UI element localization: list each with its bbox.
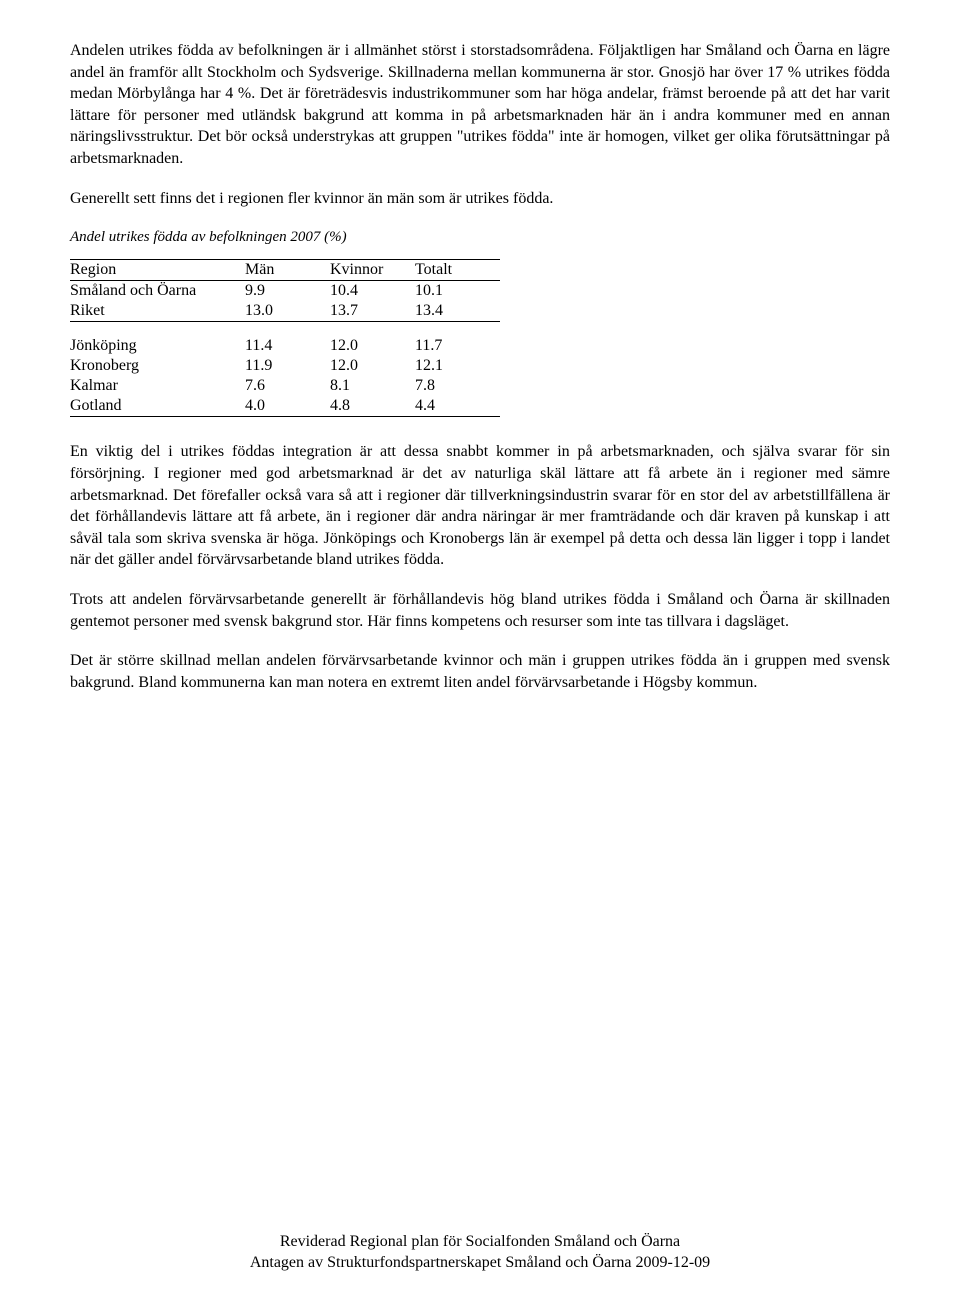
cell-men: 4.0 xyxy=(245,396,330,417)
footer-line-2: Antagen av Strukturfondspartnerskapet Sm… xyxy=(0,1253,960,1274)
table-row: Kalmar 7.6 8.1 7.8 xyxy=(70,376,500,396)
page-container: Andelen utrikes födda av befolkningen är… xyxy=(0,0,960,1302)
cell-total: 4.4 xyxy=(415,396,500,417)
cell-region: Gotland xyxy=(70,396,245,417)
table-region-totals: Region Män Kvinnor Totalt Småland och Öa… xyxy=(70,259,500,322)
table-row: Gotland 4.0 4.8 4.4 xyxy=(70,396,500,417)
footer-line-1: Reviderad Regional plan för Socialfonden… xyxy=(0,1232,960,1253)
cell-men: 7.6 xyxy=(245,376,330,396)
cell-region: Kronoberg xyxy=(70,356,245,376)
table-row: Riket 13.0 13.7 13.4 xyxy=(70,301,500,322)
cell-women: 12.0 xyxy=(330,336,415,356)
cell-women: 4.8 xyxy=(330,396,415,417)
cell-total: 13.4 xyxy=(415,301,500,322)
paragraph-4: Trots att andelen förvärvsarbetande gene… xyxy=(70,589,890,632)
th-region: Region xyxy=(70,260,245,281)
cell-total: 7.8 xyxy=(415,376,500,396)
table-row: Kronoberg 11.9 12.0 12.1 xyxy=(70,356,500,376)
cell-women: 12.0 xyxy=(330,356,415,376)
table-header-row: Region Män Kvinnor Totalt xyxy=(70,260,500,281)
cell-women: 10.4 xyxy=(330,281,415,302)
table-counties: Jönköping 11.4 12.0 11.7 Kronoberg 11.9 … xyxy=(70,336,500,417)
th-women: Kvinnor xyxy=(330,260,415,281)
th-men: Män xyxy=(245,260,330,281)
table-row: Jönköping 11.4 12.0 11.7 xyxy=(70,336,500,356)
paragraph-3: En viktig del i utrikes föddas integrati… xyxy=(70,441,890,571)
cell-total: 10.1 xyxy=(415,281,500,302)
cell-region: Småland och Öarna xyxy=(70,281,245,302)
paragraph-1: Andelen utrikes födda av befolkningen är… xyxy=(70,40,890,170)
paragraph-5: Det är större skillnad mellan andelen fö… xyxy=(70,650,890,693)
cell-men: 9.9 xyxy=(245,281,330,302)
cell-region: Kalmar xyxy=(70,376,245,396)
paragraph-2: Generellt sett finns det i regionen fler… xyxy=(70,188,890,210)
cell-women: 8.1 xyxy=(330,376,415,396)
cell-men: 11.9 xyxy=(245,356,330,376)
cell-region: Riket xyxy=(70,301,245,322)
cell-men: 13.0 xyxy=(245,301,330,322)
table-row: Småland och Öarna 9.9 10.4 10.1 xyxy=(70,281,500,302)
page-footer: Reviderad Regional plan för Socialfonden… xyxy=(0,1232,960,1274)
cell-total: 11.7 xyxy=(415,336,500,356)
table-caption: Andel utrikes födda av befolkningen 2007… xyxy=(70,227,890,247)
cell-men: 11.4 xyxy=(245,336,330,356)
cell-women: 13.7 xyxy=(330,301,415,322)
th-total: Totalt xyxy=(415,260,500,281)
cell-region: Jönköping xyxy=(70,336,245,356)
cell-total: 12.1 xyxy=(415,356,500,376)
